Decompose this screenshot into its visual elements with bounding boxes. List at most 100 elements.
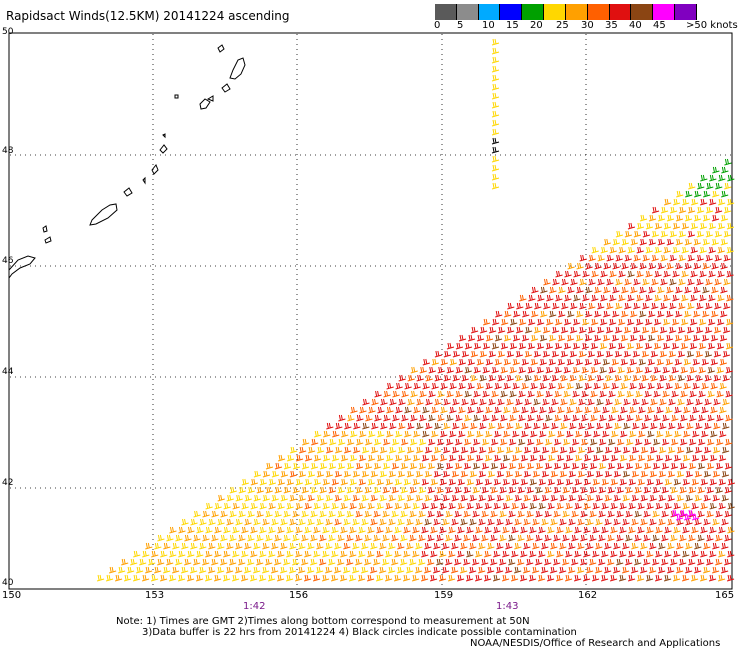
wind-barb: [625, 510, 633, 518]
wind-barb: [709, 174, 717, 182]
wind-barb: [672, 246, 680, 254]
wind-barb: [661, 510, 669, 518]
wind-barb: [343, 470, 352, 478]
wind-barb: [546, 318, 554, 326]
wind-barb: [522, 566, 531, 574]
wind-barb: [343, 494, 351, 502]
wind-barb: [598, 558, 606, 566]
wind-barb: [675, 310, 683, 318]
wind-barb: [454, 558, 462, 566]
wind-barb: [699, 574, 708, 582]
wind-barb: [466, 550, 474, 558]
wind-barb: [355, 558, 363, 566]
wind-barb: [665, 358, 673, 366]
wind-barb: [425, 374, 433, 382]
wind-barb: [562, 558, 570, 566]
wind-barb: [575, 406, 583, 414]
wind-barb: [657, 286, 665, 294]
wind-barb: [604, 470, 613, 478]
wind-barb: [529, 454, 538, 462]
wind-barb: [590, 390, 598, 398]
wind-barb: [418, 510, 426, 518]
wind-barb: [280, 518, 288, 526]
wind-barb: [605, 374, 613, 382]
wind-barb: [602, 334, 611, 342]
wind-barb: [586, 518, 594, 526]
wind-barb: [641, 398, 649, 406]
wind-barb: [521, 430, 529, 438]
wind-barb: [639, 310, 647, 318]
wind-barb: [712, 494, 720, 502]
wind-barb: [586, 542, 594, 550]
wind-barb: [451, 446, 460, 454]
wind-barb: [190, 518, 198, 526]
wind-barb: [667, 518, 675, 526]
wind-barb: [521, 406, 529, 414]
wind-barb: [701, 358, 709, 366]
wind-barb: [656, 358, 664, 366]
wind-barb: [514, 542, 522, 550]
wind-barb: [391, 462, 400, 470]
wind-barb: [575, 430, 583, 438]
wind-barb: [410, 390, 418, 398]
wind-barb: [609, 574, 618, 582]
wind-barb: [691, 513, 700, 521]
wind-barb: [253, 470, 262, 478]
wind-barb: [211, 558, 219, 566]
wind-barb: [494, 406, 502, 414]
wind-barb: [666, 262, 674, 270]
wind-barb: [415, 494, 423, 502]
wind-barb: [725, 414, 733, 422]
wind-barb: [503, 334, 512, 342]
wind-barb: [385, 502, 393, 510]
wind-barb: [496, 446, 505, 454]
wind-barb: [437, 438, 445, 446]
wind-barb: [678, 230, 687, 238]
wind-barb: [187, 526, 195, 534]
wind-barb: [652, 486, 660, 494]
wind-barb: [222, 574, 231, 582]
wind-barb: [322, 550, 330, 558]
wind-barb: [504, 310, 512, 318]
wind-barb: [331, 478, 339, 486]
wind-barb: [319, 486, 327, 494]
wind-barb: [469, 518, 477, 526]
wind-barb: [704, 422, 712, 430]
wind-barb: [428, 414, 436, 422]
wind-barb: [361, 446, 370, 454]
wind-barb: [607, 510, 615, 518]
wind-barb: [661, 486, 669, 494]
wind-barb: [604, 518, 612, 526]
wind-barb: [487, 446, 496, 454]
wind-barb: [694, 494, 702, 502]
wind-barb: [654, 318, 662, 326]
wind-barb: [398, 422, 406, 430]
wind-barb: [464, 390, 472, 398]
wind-barb: [702, 238, 710, 246]
wind-barb: [705, 302, 713, 310]
wind-barb: [639, 262, 647, 270]
wind-barb: [460, 494, 468, 502]
wind-barb: [409, 534, 417, 542]
wind-barb: [464, 414, 472, 422]
wind-barb: [429, 574, 438, 582]
wind-barb: [689, 390, 697, 398]
wind-barb: [635, 414, 643, 422]
wind-barb: [645, 270, 653, 278]
wind-barb: [654, 246, 662, 254]
wind-barb: [465, 574, 474, 582]
wind-barb: [658, 470, 667, 478]
wind-barb: [671, 390, 679, 398]
wind-barb: [560, 422, 568, 430]
wind-barb: [448, 502, 456, 510]
wind-barb: [427, 510, 435, 518]
wind-barb: [294, 574, 303, 582]
wind-barb: [470, 350, 479, 358]
wind-barb: [716, 414, 724, 422]
wind-barb: [656, 382, 664, 390]
wind-barb: [695, 350, 704, 358]
wind-barb: [196, 550, 204, 558]
wind-barb: [431, 382, 439, 390]
wind-barb: [552, 302, 560, 310]
wind-barb: [660, 302, 668, 310]
